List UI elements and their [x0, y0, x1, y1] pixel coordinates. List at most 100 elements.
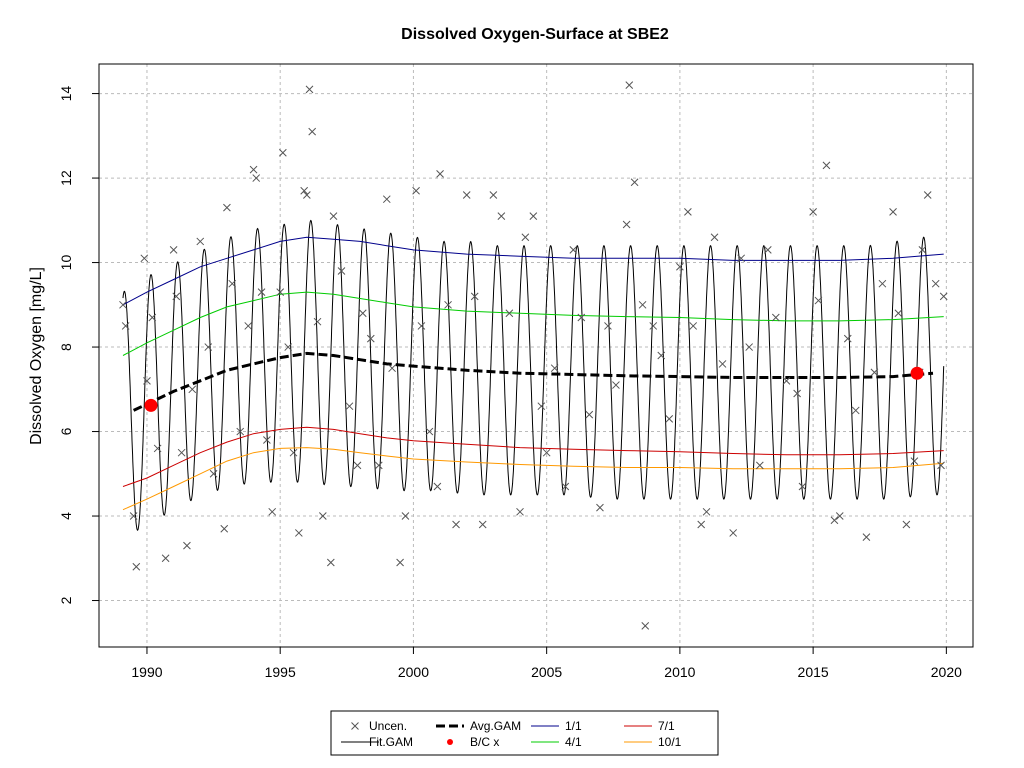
uncen-point: [313, 317, 322, 326]
x-tick-label: 2000: [398, 664, 429, 680]
uncen-point: [337, 267, 346, 275]
uncen-point: [894, 309, 903, 318]
uncen-point: [822, 161, 831, 170]
uncen-point: [737, 254, 746, 263]
uncen-point: [889, 208, 897, 216]
uncen-point: [763, 246, 772, 254]
uncen-point: [542, 448, 551, 457]
uncen-point: [649, 322, 658, 330]
uncen-point: [329, 212, 338, 220]
legend-label-bc: B/C x: [470, 735, 499, 749]
p41-series-line: [122, 291, 944, 356]
legend-label-p101: 10/1: [658, 735, 682, 749]
uncen-point: [172, 292, 181, 301]
uncen-point: [771, 313, 780, 322]
uncen-point: [396, 558, 404, 567]
uncen-point: [478, 520, 487, 529]
uncen-point: [798, 482, 807, 491]
uncen-point: [489, 191, 498, 199]
uncen-point: [374, 461, 383, 470]
x-tick-label: 2005: [531, 664, 562, 680]
x-tick-label: 1995: [265, 664, 296, 680]
uncen-point: [452, 520, 460, 529]
y-tick-label: 12: [58, 170, 74, 186]
uncen-point: [684, 208, 692, 216]
y-tick-label: 10: [58, 255, 74, 271]
uncen-point: [183, 541, 191, 550]
uncen-point: [284, 343, 293, 351]
legend-symbol-uncen: [351, 722, 359, 730]
legend-symbol-bc: [447, 739, 453, 745]
uncen-point: [718, 360, 727, 368]
uncen-point: [121, 322, 130, 330]
uncen-point: [843, 334, 852, 343]
uncen-point: [612, 381, 620, 389]
uncen-point: [249, 165, 258, 174]
uncen-point: [148, 313, 157, 322]
legend-label-avg: Avg.GAM: [470, 719, 521, 733]
y-axis-label: Dissolved Oxygen [mg/L]: [28, 267, 45, 445]
uncen-point: [878, 279, 887, 288]
uncen-point: [641, 622, 650, 630]
uncen-point: [388, 364, 396, 373]
uncen-point: [939, 292, 948, 301]
uncen-point: [537, 402, 546, 411]
legend: Uncen. Fit.GAM Avg.GAM B/C x 1/1 4/1 7/1 10/1: [330, 710, 719, 756]
uncen-point: [228, 279, 237, 288]
uncen-point: [851, 406, 860, 415]
uncen-point: [497, 212, 506, 220]
uncen-point: [425, 427, 434, 436]
y-tick-label: 6: [58, 427, 74, 435]
uncen-point: [279, 148, 287, 157]
uncen-point: [505, 309, 514, 318]
p71-series-line: [122, 426, 944, 487]
uncen-point: [209, 469, 218, 478]
uncen-point: [433, 482, 442, 491]
uncen-point: [630, 178, 639, 187]
uncen-point: [596, 503, 604, 512]
uncen-point: [289, 448, 298, 457]
uncen-point: [366, 334, 375, 343]
uncen-point: [263, 436, 271, 444]
plot-frame: [98, 63, 974, 648]
uncen-point: [729, 529, 738, 537]
uncen-point: [153, 444, 162, 453]
uncen-point: [143, 376, 151, 385]
uncen-point: [918, 246, 927, 254]
uncen-point: [814, 296, 823, 305]
series-layer: [122, 219, 945, 531]
uncen-point: [223, 203, 231, 212]
uncen-point: [923, 191, 932, 199]
uncen-point: [220, 524, 229, 533]
uncen-point: [308, 127, 317, 136]
uncen-point: [345, 402, 354, 411]
x-tick-label: 2010: [664, 664, 695, 680]
uncen-point: [665, 415, 674, 423]
uncen-point: [697, 520, 706, 529]
uncen-point: [417, 322, 426, 330]
y-tick-label: 4: [58, 512, 74, 520]
uncen-point: [809, 208, 817, 216]
p101-series-line: [122, 447, 944, 511]
uncen-point: [604, 322, 612, 330]
uncen-point: [358, 309, 367, 318]
uncen-point: [577, 313, 586, 322]
uncen-point: [793, 389, 801, 398]
uncen-point: [745, 343, 754, 351]
uncen-point: [444, 300, 452, 309]
uncen-point: [937, 461, 945, 470]
uncen-point: [931, 279, 940, 288]
uncen-point: [436, 169, 444, 178]
uncen-point: [140, 254, 149, 263]
uncen-point: [585, 410, 594, 419]
grid: [99, 64, 973, 647]
uncen-point: [169, 246, 178, 254]
legend-label-p41: 4/1: [565, 735, 582, 749]
uncen-point: [302, 191, 311, 199]
uncen-point: [401, 512, 410, 520]
x-tick-label: 2015: [798, 664, 829, 680]
x-tick-label: 1990: [131, 664, 162, 680]
axes: 1990 1995 2000 2005 2010 2015 2020 2 4 6 8 10 12 14: [58, 86, 962, 680]
uncen-point: [412, 186, 420, 195]
